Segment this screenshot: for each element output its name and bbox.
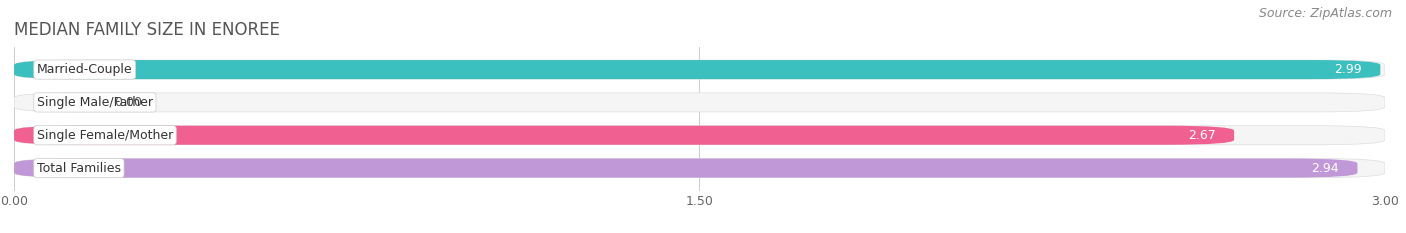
Text: MEDIAN FAMILY SIZE IN ENOREE: MEDIAN FAMILY SIZE IN ENOREE xyxy=(14,21,280,39)
Text: Single Male/Father: Single Male/Father xyxy=(37,96,153,109)
FancyBboxPatch shape xyxy=(14,60,1381,79)
Text: Married-Couple: Married-Couple xyxy=(37,63,132,76)
FancyBboxPatch shape xyxy=(14,60,1385,79)
Text: 2.99: 2.99 xyxy=(1334,63,1362,76)
Text: 2.94: 2.94 xyxy=(1312,161,1340,175)
FancyBboxPatch shape xyxy=(14,159,1385,178)
Text: Source: ZipAtlas.com: Source: ZipAtlas.com xyxy=(1258,7,1392,20)
Text: 2.67: 2.67 xyxy=(1188,129,1216,142)
Text: Single Female/Mother: Single Female/Mother xyxy=(37,129,173,142)
FancyBboxPatch shape xyxy=(14,126,1385,145)
Text: Total Families: Total Families xyxy=(37,161,121,175)
FancyBboxPatch shape xyxy=(14,126,1234,145)
FancyBboxPatch shape xyxy=(14,159,1358,178)
Text: 0.00: 0.00 xyxy=(115,96,142,109)
FancyBboxPatch shape xyxy=(14,93,1385,112)
